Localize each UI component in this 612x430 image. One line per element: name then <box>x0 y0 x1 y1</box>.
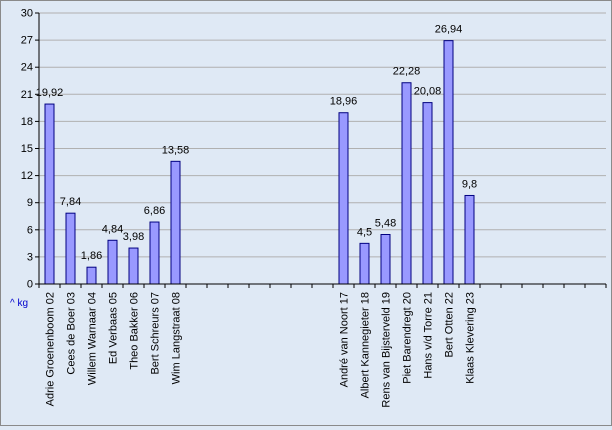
x-tick-label: Hans v/d Torre 21 <box>423 292 435 379</box>
bar <box>170 160 181 285</box>
bar <box>86 266 97 285</box>
bar <box>443 40 454 285</box>
y-tick-label: 9 <box>27 197 33 209</box>
data-label: 4,5 <box>357 226 372 238</box>
x-tick-label: Ed Verbaas 05 <box>108 292 120 364</box>
data-label: 3,98 <box>123 231 144 243</box>
x-tick-label: Willem Warnaar 04 <box>87 292 99 385</box>
x-tick-label: Bert Otten 22 <box>444 292 456 357</box>
x-tick-label: Adrie Groenenboom 02 <box>45 292 57 406</box>
y-tick-label: 24 <box>21 62 33 74</box>
y-tick-label: 12 <box>21 170 33 182</box>
bar <box>380 233 391 285</box>
data-label: 22,28 <box>393 66 421 78</box>
x-axis-labels: Adrie Groenenboom 02 Cees de Boer 03 Wille… <box>45 292 477 408</box>
bars <box>44 40 475 285</box>
data-label: 5,48 <box>375 217 396 229</box>
y-tick-label: 30 <box>21 8 33 20</box>
x-tick-label: Klaas Klevering 23 <box>465 292 477 384</box>
data-label: 1,86 <box>81 250 102 262</box>
data-label: 13,58 <box>162 144 190 156</box>
y-tick-label: 6 <box>27 224 33 236</box>
data-label: 6,86 <box>144 205 165 217</box>
y-tick-label: 21 <box>21 89 33 101</box>
bar <box>149 221 160 285</box>
bar <box>338 112 349 285</box>
bar <box>464 194 475 285</box>
y-axis-unit-label: ^ kg <box>10 298 29 309</box>
bar <box>422 102 433 285</box>
y-tick-label: 27 <box>21 35 33 47</box>
x-axis-ticks <box>38 284 607 288</box>
data-label: 19,92 <box>36 87 64 99</box>
bar <box>107 239 118 285</box>
bar <box>401 82 412 285</box>
y-axis-ticks: 0 3 6 9 12 15 18 21 24 27 30 <box>21 8 39 291</box>
bar <box>44 103 55 285</box>
x-tick-label: Piet Barendregt 20 <box>402 292 414 384</box>
x-tick-label: Theo Bakker 06 <box>129 292 141 370</box>
bar <box>128 247 139 285</box>
data-label: 20,08 <box>414 86 442 98</box>
bar <box>65 212 76 285</box>
x-tick-label: Rens van Bijsterveld 19 <box>381 292 393 408</box>
y-tick-label: 18 <box>21 116 33 128</box>
x-tick-label: Cees de Boer 03 <box>66 292 78 375</box>
bar <box>359 242 370 285</box>
y-tick-label: 3 <box>27 251 33 263</box>
y-tick-label: 0 <box>27 279 33 291</box>
y-tick-label: 15 <box>21 143 33 155</box>
x-tick-label: Wim Langstraat 08 <box>171 292 183 384</box>
x-tick-label: Albert Kannegieter 18 <box>360 292 372 398</box>
gridlines <box>39 12 606 258</box>
data-label: 18,96 <box>330 96 358 108</box>
x-tick-label: Bert Schreurs 07 <box>150 292 162 375</box>
data-label: 4,84 <box>102 223 123 235</box>
data-label: 26,94 <box>435 24 463 36</box>
data-labels: 19,92 7,84 1,86 4,843,98 6,86 13,58 18,96 4,55,… <box>36 24 477 263</box>
x-tick-label: André van Noort 17 <box>339 292 351 387</box>
data-label: 9,8 <box>462 178 477 190</box>
data-label: 7,84 <box>60 196 81 208</box>
